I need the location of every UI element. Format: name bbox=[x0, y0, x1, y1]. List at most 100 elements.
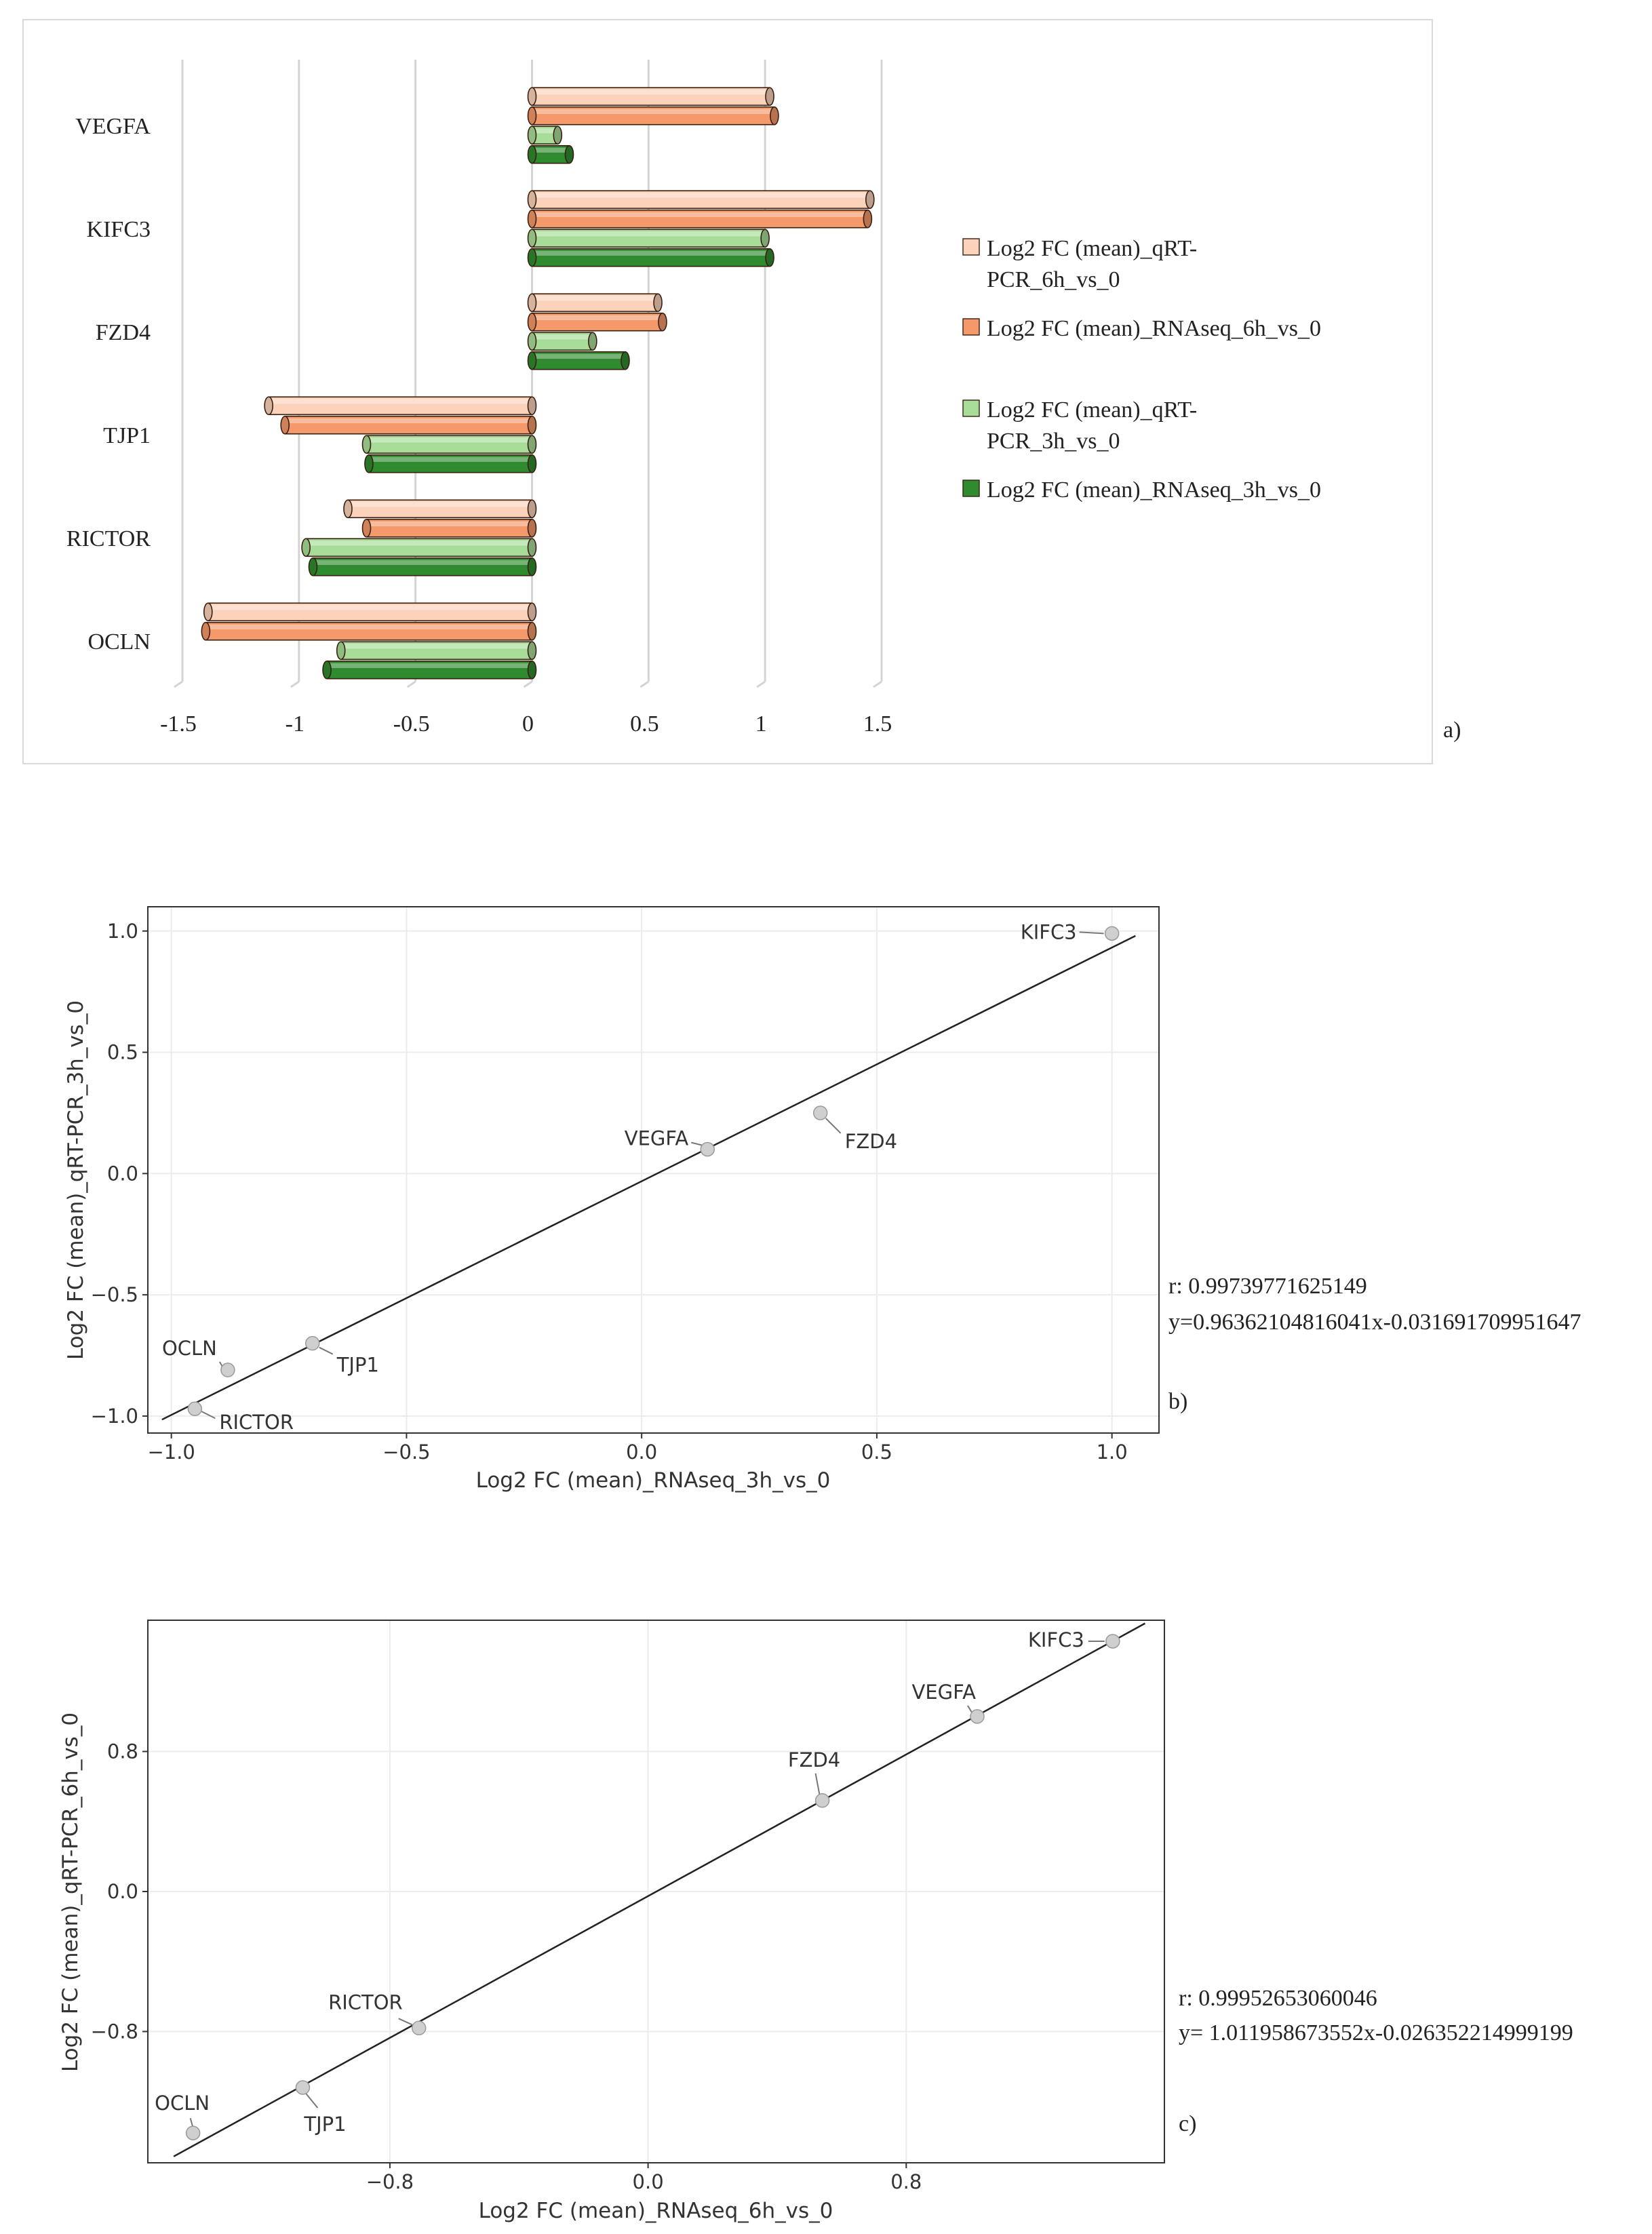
bar-cap-right bbox=[527, 454, 537, 473]
x-gridline-foot bbox=[756, 680, 766, 688]
bar-cap-left bbox=[527, 209, 537, 229]
scatter-b-fit-equation: y=0.96362104816041x-0.031691709951647 bbox=[1168, 1310, 1581, 1335]
bar-highlight bbox=[367, 521, 532, 527]
data-point: KIFC3 bbox=[1021, 920, 1120, 943]
bar-highlight bbox=[532, 231, 765, 237]
bar-highlight bbox=[532, 212, 867, 218]
bar-highlight bbox=[369, 456, 532, 463]
bar-cap-right bbox=[863, 209, 873, 229]
bar-cap-left bbox=[527, 248, 537, 267]
bar-cap-left bbox=[527, 293, 537, 313]
x-gridline-foot bbox=[873, 680, 882, 688]
scatter-b-x-axis-label: Log2 FC (mean)_RNAseq_3h_vs_0 bbox=[476, 1468, 831, 1493]
legend-text: PCR_6h_vs_0 bbox=[987, 267, 1120, 292]
bar-cap-right bbox=[527, 660, 537, 680]
bar bbox=[308, 557, 537, 576]
point-marker bbox=[304, 1335, 320, 1351]
bar-body bbox=[531, 229, 766, 248]
bar bbox=[527, 190, 875, 210]
point-label: FZD4 bbox=[788, 1748, 840, 1771]
bar-cap-right bbox=[527, 538, 537, 557]
legend-item: Log2 FC (mean)_RNAseq_3h_vs_0 bbox=[962, 477, 1321, 503]
point-marker bbox=[220, 1363, 235, 1377]
point-label: TJP1 bbox=[303, 2113, 346, 2136]
category-label: FZD4 bbox=[96, 320, 151, 345]
bar-highlight bbox=[286, 418, 532, 424]
bar bbox=[527, 87, 774, 106]
bar-cap-left bbox=[527, 144, 537, 164]
data-point: RICTOR bbox=[187, 1401, 294, 1434]
point-label: OCLN bbox=[162, 1337, 217, 1360]
legend-item: Log2 FC (mean)_RNAseq_6h_vs_0 bbox=[962, 316, 1321, 341]
point-label: RICTOR bbox=[219, 1411, 294, 1434]
x-tick-label: 1.0 bbox=[1097, 1441, 1128, 1464]
scatter-b-fit-line bbox=[161, 935, 1136, 1421]
bar-cap-right bbox=[765, 248, 774, 267]
bar-body bbox=[347, 499, 533, 519]
point-label: OCLN bbox=[155, 2092, 210, 2115]
data-point: TJP1 bbox=[295, 2080, 347, 2136]
x-tick-label: 0.8 bbox=[890, 2170, 922, 2193]
bar-chart-x-tick-labels: -1.5 -1 -0.5 0 0.5 1 1.5 bbox=[160, 711, 892, 737]
legend-text: Log2 FC (mean)_qRT- bbox=[987, 236, 1197, 261]
bar-cap-left bbox=[527, 229, 537, 248]
point-leader-line bbox=[1079, 931, 1104, 935]
y-tick-label: 1.0 bbox=[107, 920, 138, 943]
bar-cap-right bbox=[760, 229, 770, 248]
bar-cap-right bbox=[588, 332, 597, 351]
bar-cap-left bbox=[201, 621, 211, 641]
point-marker bbox=[185, 2125, 201, 2140]
category-label: TJP1 bbox=[103, 423, 151, 448]
scatter-c-x-axis-label: Log2 FC (mean)_RNAseq_6h_vs_0 bbox=[479, 2199, 833, 2223]
bar bbox=[527, 229, 770, 248]
bar-cap-left bbox=[527, 332, 537, 351]
panel-label-b: b) bbox=[1168, 1389, 1187, 1414]
bar bbox=[527, 332, 597, 351]
point-marker bbox=[295, 2080, 311, 2095]
bar-highlight bbox=[341, 644, 532, 649]
bar-body bbox=[531, 209, 869, 229]
bar-cap-right bbox=[765, 87, 774, 106]
bar-highlight bbox=[532, 353, 625, 359]
bar bbox=[527, 125, 563, 145]
y-tick-label: 0.0 bbox=[107, 1162, 138, 1185]
x-gridline-foot bbox=[640, 680, 650, 688]
x-tick-label: 1.5 bbox=[863, 711, 892, 737]
point-label: FZD4 bbox=[845, 1130, 897, 1153]
bar-body bbox=[366, 518, 533, 538]
x-tick-label: −0.8 bbox=[366, 2170, 414, 2193]
bar-cap-right bbox=[527, 499, 537, 519]
bar-cap-right bbox=[564, 144, 574, 164]
bar-highlight bbox=[532, 250, 770, 256]
x-tick-label: -1.5 bbox=[160, 711, 197, 737]
scatter-b-tick-labels: −1.0 −0.5 0.0 0.5 1.0 −1.0 −0.5 0.0 0.5 1.0 bbox=[91, 920, 1128, 1464]
data-point: RICTOR bbox=[328, 1991, 427, 2036]
bar bbox=[527, 293, 663, 313]
point-marker bbox=[187, 1401, 203, 1416]
point-label: TJP1 bbox=[336, 1354, 379, 1377]
bar bbox=[527, 351, 630, 370]
scatter-b-y-axis-label: Log2 FC (mean)_qRT-PCR_3h_vs_0 bbox=[64, 1000, 88, 1360]
bar-cap-right bbox=[658, 312, 667, 332]
point-leader-line bbox=[319, 1346, 334, 1355]
point-marker bbox=[970, 1709, 985, 1724]
x-tick-label: 0.0 bbox=[626, 1441, 657, 1464]
bar-cap-right bbox=[527, 621, 537, 641]
x-tick-label: 0.5 bbox=[861, 1441, 892, 1464]
bar-body bbox=[268, 396, 533, 416]
bar-body bbox=[205, 621, 533, 641]
x-tick-label: -1 bbox=[286, 711, 304, 737]
bar bbox=[201, 621, 537, 641]
legend-swatch bbox=[962, 399, 980, 417]
point-marker bbox=[1104, 926, 1120, 941]
bar-highlight bbox=[269, 399, 532, 404]
category-label: OCLN bbox=[87, 629, 151, 654]
bar-body bbox=[208, 602, 533, 622]
x-tick-label: 0.5 bbox=[630, 711, 659, 737]
x-gridline-foot bbox=[523, 680, 533, 688]
legend-text: Log2 FC (mean)_RNAseq_6h_vs_0 bbox=[987, 316, 1321, 341]
data-point: FZD4 bbox=[788, 1748, 840, 1808]
x-tick-label: 0.0 bbox=[633, 2170, 664, 2193]
bar-highlight bbox=[532, 296, 658, 301]
